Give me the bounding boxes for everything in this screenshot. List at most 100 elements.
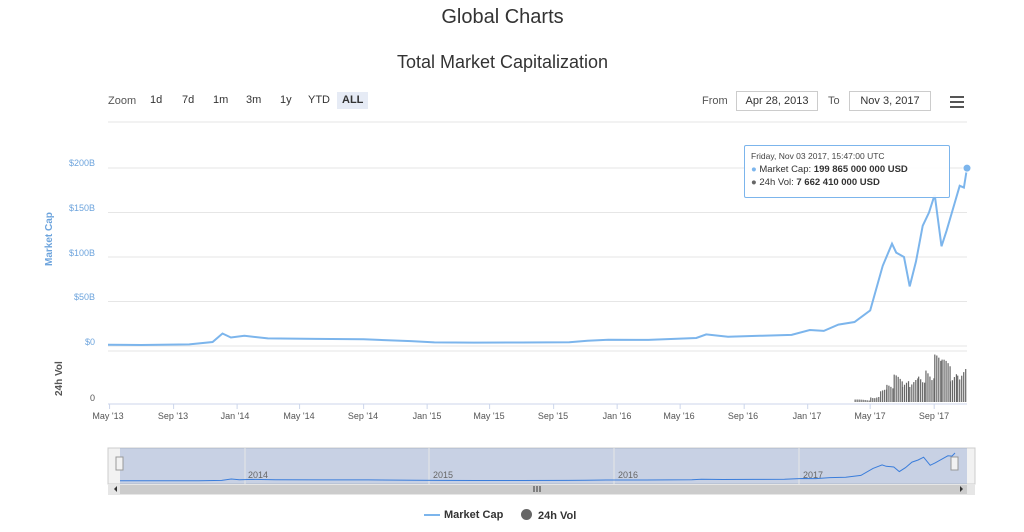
volume-bar: [951, 380, 954, 402]
volume-bar: [965, 369, 967, 402]
volume-bar: [882, 390, 884, 402]
volume-bar: [922, 382, 924, 402]
x-tick-label: Sep '15: [537, 411, 569, 421]
volume-bar: [957, 375, 959, 402]
volume-bar: [880, 391, 882, 402]
to-label: To: [828, 95, 840, 107]
volume-bar: [949, 381, 952, 402]
volume-bar: [903, 384, 906, 402]
volume-bar: [913, 382, 915, 402]
volume-bar: [955, 374, 958, 402]
to-date-input[interactable]: Nov 3, 2017: [849, 91, 931, 111]
zoom-ytd-button[interactable]: YTD: [308, 94, 330, 106]
from-date-input[interactable]: Apr 28, 2013: [736, 91, 818, 111]
zoom-1d-button[interactable]: 1d: [150, 94, 163, 106]
y-tick-label: $150B: [68, 203, 95, 213]
tooltip-market-cap-value: 199 865 000 000 USD: [813, 164, 908, 175]
x-tick-label: May '17: [854, 411, 886, 421]
y-tick-label: $100B: [68, 248, 95, 258]
legend-item-volume[interactable]: 24h Vol: [521, 509, 576, 522]
zoom-1m-button[interactable]: 1m: [213, 94, 229, 106]
x-tick-label: May '14: [283, 411, 315, 421]
volume-bar: [941, 359, 943, 402]
volume-bar: [892, 388, 894, 402]
scroll-left-arrow-icon: [114, 486, 117, 492]
volume-bar: [947, 363, 949, 402]
navigator-scrollbar-thumb: [120, 485, 967, 494]
volume-bar: [864, 399, 866, 402]
navigator-right-handle: [950, 456, 959, 471]
volume-bar: [920, 379, 922, 402]
x-tick-label: May '15: [473, 411, 505, 421]
volume-bar: [945, 360, 947, 402]
volume-bar: [856, 399, 858, 402]
volume-bar: [936, 355, 938, 402]
vol-tick-label: 0: [89, 393, 95, 403]
volume-bar: [940, 360, 942, 402]
navigator-year-label: 2017: [803, 470, 824, 480]
chart-title: Total Market Capitalization: [396, 52, 609, 72]
x-tick-label: Sep '17: [918, 411, 950, 421]
volume-bar: [959, 379, 961, 402]
volume-bar: [884, 389, 886, 402]
volume-bar: [895, 375, 897, 402]
volume-bar: [888, 385, 890, 402]
volume-bar: [899, 378, 901, 402]
volume-bar: [860, 399, 862, 402]
volume-bar: [961, 375, 963, 402]
volume-bar: [925, 370, 927, 402]
x-tick-label: Sep '16: [727, 411, 759, 421]
legend-label: 24h Vol: [538, 510, 577, 522]
x-tick-label: Sep '14: [347, 411, 379, 421]
circle-swatch-icon: [521, 509, 532, 520]
navigator-year-label: 2016: [618, 470, 639, 480]
volume-bar: [934, 354, 936, 402]
volume-bar: [874, 398, 876, 402]
navigator-left-handle: [115, 456, 124, 471]
tooltip-vol-value: 7 662 410 000 USD: [796, 177, 880, 188]
from-label: From: [702, 95, 728, 107]
y-tick-label: $200B: [68, 158, 95, 168]
legend-item-market-cap[interactable]: Market Cap: [424, 509, 503, 521]
zoom-7d-button[interactable]: 7d: [182, 94, 195, 106]
volume-bar: [943, 359, 945, 402]
market-cap-hover-point: [962, 163, 972, 173]
navigator-series-line: [120, 452, 956, 482]
tooltip-market-cap-row: ● Market Cap: 199 865 000 000 USD: [751, 164, 908, 175]
volume-bar: [901, 386, 904, 402]
tooltip-market-cap-label: Market Cap:: [759, 164, 812, 175]
tooltip-date: Friday, Nov 03 2017, 15:47:00 UTC: [751, 151, 885, 161]
volume-bar: [963, 372, 965, 402]
volume-bar: [953, 377, 956, 402]
chart-tooltip: Friday, Nov 03 2017, 15:47:00 UTC ● Mark…: [744, 145, 950, 198]
zoom-all-button[interactable]: ALL: [337, 92, 369, 109]
market-cap-series-line: [107, 167, 968, 347]
y-tick-label: $50B: [73, 292, 95, 302]
scroll-right-arrow-icon: [960, 486, 963, 492]
x-tick-label: Sep '13: [157, 411, 189, 421]
x-tick-label: Jan '15: [412, 411, 442, 421]
volume-bar: [876, 397, 878, 402]
volume-bar: [862, 399, 864, 402]
zoom-3m-button[interactable]: 3m: [246, 94, 262, 106]
volume-bar: [911, 384, 913, 402]
tooltip-vol-label: 24h Vol:: [759, 177, 794, 188]
volume-bar: [854, 399, 856, 402]
volume-bar: [938, 357, 940, 402]
hamburger-menu-icon[interactable]: [950, 96, 964, 108]
tooltip-bullet-icon: ●: [751, 164, 757, 175]
zoom-1y-button[interactable]: 1y: [280, 94, 292, 106]
legend-label: Market Cap: [444, 509, 504, 521]
volume-bar: [929, 376, 931, 402]
volume-bar: [933, 378, 935, 402]
navigator-year-label: 2014: [248, 470, 269, 480]
volume-bar: [905, 382, 908, 402]
page-title: Global Charts: [441, 6, 564, 28]
navigator-year-label: 2015: [433, 470, 454, 480]
volume-bar: [907, 381, 910, 402]
x-tick-label: Jan '16: [602, 411, 632, 421]
volume-bar: [927, 373, 929, 402]
volume-bar: [897, 376, 899, 402]
volume-bar: [890, 386, 892, 402]
